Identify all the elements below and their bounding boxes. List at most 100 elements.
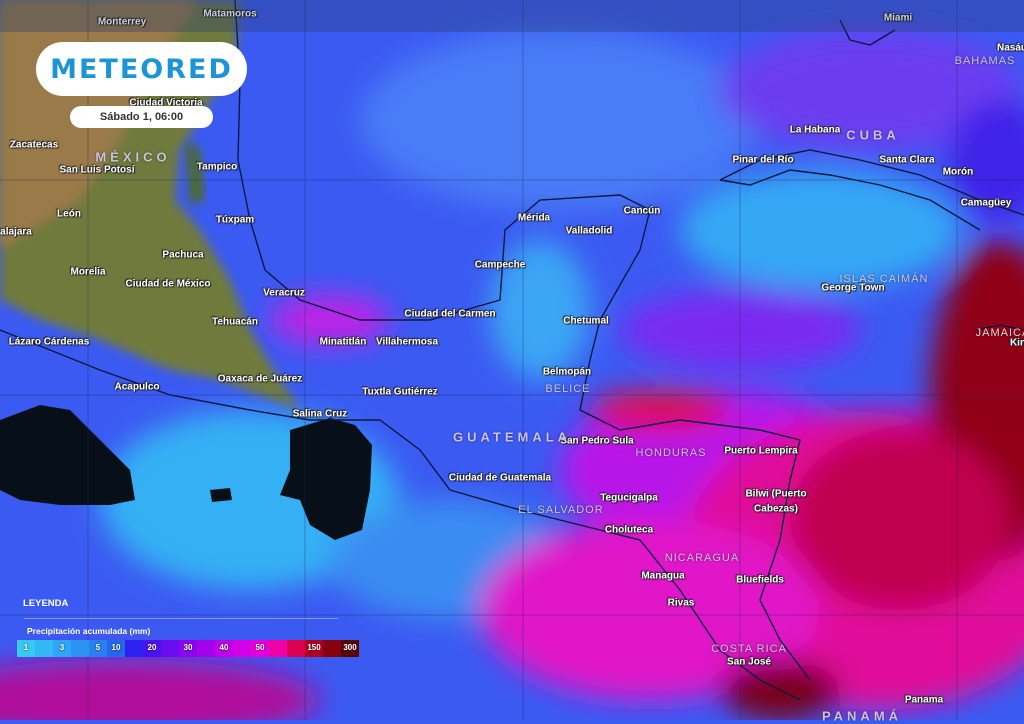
legend-swatch: 40 [215, 640, 233, 657]
city-label: Villahermosa [375, 336, 439, 348]
city-label: Choluteca [604, 524, 654, 536]
city-label: Puerto Lempira [724, 445, 798, 457]
city-label: Ciudad del Carmen [404, 308, 496, 320]
legend-swatch: 10 [107, 640, 125, 657]
legend-swatch-label: 40 [219, 643, 229, 652]
legend-swatch-label: 5 [95, 643, 101, 652]
city-label: Nasáu [996, 42, 1024, 54]
legend-swatch: 150 [305, 640, 323, 657]
city-label: Kin [1009, 337, 1024, 349]
country-label: PANAMÁ [821, 708, 903, 724]
country-label: ISLAS CAIMÁN [839, 273, 929, 285]
legend-swatch-label: 300 [343, 643, 357, 652]
city-label: Tehuacán [212, 316, 258, 328]
city-label: Miami [883, 12, 913, 24]
city-label: Belmopán [542, 366, 592, 378]
city-label: Morelia [70, 266, 106, 278]
city-label: Lázaro Cárdenas [8, 336, 90, 348]
legend-swatch: 300 [341, 640, 359, 657]
legend-subtitle: Precipitación acumulada (mm) [27, 626, 151, 636]
country-label: MÉXICO [95, 149, 171, 165]
city-label: Bluefields [736, 574, 784, 586]
legend-title: LEYENDA [23, 598, 69, 609]
country-label: EL SALVADOR [518, 504, 604, 516]
city-label: Cancún [623, 205, 661, 217]
legend-swatch [269, 640, 287, 657]
city-label: alajara [0, 226, 32, 238]
meteored-logo: METEORED [36, 42, 247, 96]
legend-swatch [71, 640, 89, 657]
legend-swatch-label: 3 [59, 643, 65, 652]
legend-swatch: 20 [143, 640, 161, 657]
legend-swatch [287, 640, 305, 657]
country-label: HONDURAS [635, 447, 707, 459]
city-label: La Habana [789, 124, 841, 136]
legend-swatch [161, 640, 179, 657]
city-label: San Luis Potosí [59, 164, 135, 176]
city-label: George Town [821, 282, 885, 294]
legend-swatch-label: 50 [255, 643, 265, 652]
city-label: Ciudad de México [125, 278, 211, 290]
city-label: Camagüey [960, 197, 1012, 209]
city-label: León [57, 208, 81, 220]
country-label: COSTA RICA [711, 643, 787, 655]
city-label: Acapulco [114, 381, 160, 393]
city-label: Bilwi (Puerto [745, 488, 807, 500]
city-label: Santa Clara [879, 154, 935, 166]
city-label: Managua [641, 570, 685, 582]
city-label: Mérida [517, 212, 551, 224]
country-label: BELICE [545, 383, 591, 395]
city-label: Ciudad de Guatemala [448, 472, 552, 484]
country-label: BAHAMAS [954, 55, 1016, 67]
city-label: Tampico [196, 161, 238, 173]
precipitation-color-scale: 1 3 5 10 20 30 40 50 150 300 [17, 640, 359, 657]
city-label: Morón [942, 166, 974, 178]
city-label: Pinar del Río [732, 154, 794, 166]
legend-swatch [35, 640, 53, 657]
city-label: Minatitlán [319, 336, 367, 348]
legend-swatch [233, 640, 251, 657]
legend-swatch-label: 1 [23, 643, 29, 652]
country-label: GUATEMALA [452, 429, 572, 445]
legend-swatch: 3 [53, 640, 71, 657]
forecast-timestamp: Sábado 1, 06:00 [70, 106, 213, 128]
city-label: Veracruz [263, 287, 305, 299]
country-label: NICARAGUA [664, 552, 740, 564]
legend-swatch: 30 [179, 640, 197, 657]
city-label: Monterrey [97, 16, 147, 28]
city-label: Salina Cruz [292, 408, 348, 420]
logo-text: METEORED [50, 53, 233, 85]
city-label: San José [727, 656, 771, 668]
legend-swatch: 5 [89, 640, 107, 657]
country-label: CUBA [846, 127, 900, 143]
country-label: JAMAICA [975, 327, 1024, 339]
legend-swatch-label: 10 [111, 643, 121, 652]
legend: LEYENDA Precipitación acumulada (mm) 1 3 5… [12, 592, 359, 662]
legend-divider [24, 618, 338, 619]
city-label: Chetumal [563, 315, 609, 327]
city-label: Cabezas) [754, 503, 798, 515]
legend-swatch [197, 640, 215, 657]
city-label: Zacatecas [9, 139, 59, 151]
legend-swatch-label: 30 [183, 643, 193, 652]
city-label: San Pedro Sula [560, 435, 634, 447]
legend-swatch [323, 640, 341, 657]
city-label: Tegucigalpa [600, 492, 658, 504]
city-label: Túxpam [215, 214, 255, 226]
city-label: Valladolid [565, 225, 613, 237]
top-overlay-band [0, 0, 1024, 32]
city-label: Tuxtla Gutiérrez [362, 386, 438, 398]
city-label: Oaxaca de Juárez [217, 373, 303, 385]
legend-swatch: 1 [17, 640, 35, 657]
legend-swatch [125, 640, 143, 657]
legend-swatch-label: 20 [147, 643, 157, 652]
city-label: Pachuca [162, 249, 204, 261]
city-label: Ciudad Victoria [129, 97, 203, 109]
legend-swatch: 50 [251, 640, 269, 657]
city-label: Campeche [474, 259, 526, 271]
city-label: Rivas [667, 597, 695, 609]
city-label: Matamoros [203, 8, 257, 20]
legend-swatch-label: 150 [307, 643, 321, 652]
city-label: Panama [904, 694, 944, 706]
